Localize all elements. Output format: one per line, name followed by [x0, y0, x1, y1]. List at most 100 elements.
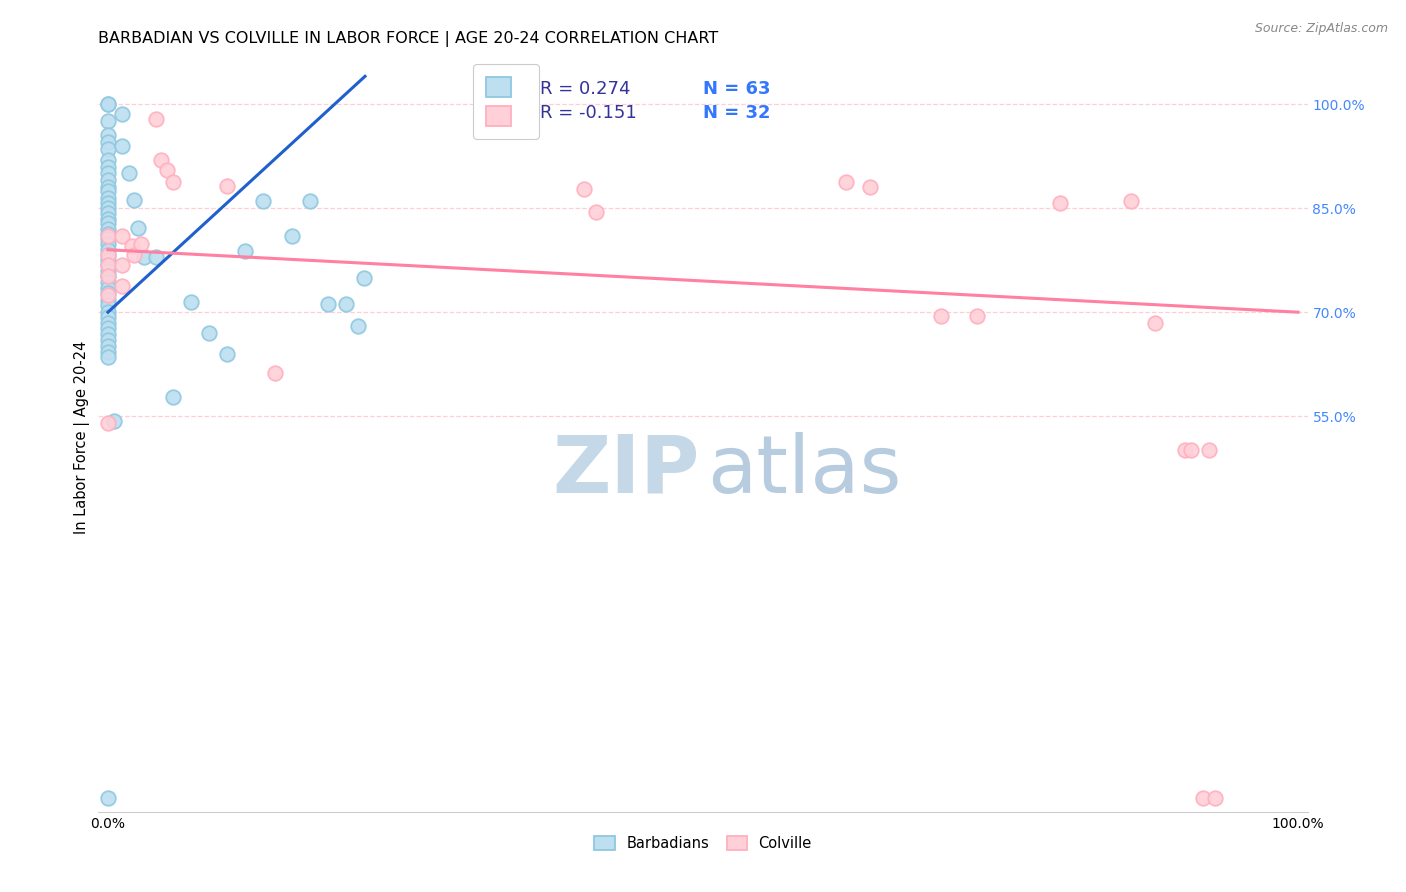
Point — [132, 250, 155, 264]
Point — [97, 232, 120, 246]
Point — [97, 160, 120, 174]
Point — [111, 258, 134, 272]
Point — [1121, 194, 1143, 209]
Point — [966, 309, 988, 323]
Point — [97, 269, 120, 284]
Text: ZIP: ZIP — [553, 432, 699, 510]
Y-axis label: In Labor Force | Age 20-24: In Labor Force | Age 20-24 — [75, 341, 90, 533]
Point — [97, 269, 120, 284]
Point — [97, 298, 120, 312]
Point — [97, 276, 120, 290]
Point — [233, 244, 256, 259]
Point — [585, 204, 607, 219]
Point — [97, 247, 120, 261]
Point — [97, 228, 120, 243]
Point — [281, 228, 304, 243]
Point — [97, 114, 120, 128]
Point — [97, 201, 120, 215]
Point — [97, 206, 120, 220]
Point — [97, 128, 120, 143]
Point — [97, 293, 120, 307]
Point — [929, 309, 952, 323]
Point — [1192, 790, 1215, 805]
Point — [97, 97, 120, 112]
Point — [122, 248, 145, 262]
Point — [97, 416, 120, 430]
Point — [97, 97, 120, 112]
Point — [150, 153, 173, 167]
Point — [198, 326, 221, 340]
Point — [252, 194, 274, 209]
Point — [121, 239, 143, 253]
Text: atlas: atlas — [707, 432, 901, 510]
Point — [1049, 195, 1071, 210]
Point — [97, 211, 120, 226]
Text: R = 0.274: R = 0.274 — [540, 79, 630, 97]
Point — [97, 237, 120, 252]
Point — [97, 351, 120, 365]
Point — [97, 173, 120, 187]
Text: BARBADIAN VS COLVILLE IN LABOR FORCE | AGE 20-24 CORRELATION CHART: BARBADIAN VS COLVILLE IN LABOR FORCE | A… — [98, 31, 718, 47]
Point — [859, 180, 882, 194]
Point — [129, 237, 152, 252]
Point — [97, 248, 120, 262]
Point — [97, 281, 120, 295]
Point — [97, 253, 120, 268]
Point — [1204, 790, 1226, 805]
Point — [97, 288, 120, 302]
Point — [97, 790, 120, 805]
Point — [97, 263, 120, 277]
Point — [263, 366, 285, 380]
Point — [97, 333, 120, 347]
Point — [835, 175, 858, 189]
Point — [97, 153, 120, 167]
Point — [111, 138, 134, 153]
Point — [97, 327, 120, 342]
Point — [97, 286, 120, 301]
Text: Source: ZipAtlas.com: Source: ZipAtlas.com — [1254, 22, 1388, 36]
Point — [97, 180, 120, 194]
Point — [111, 278, 134, 293]
Text: N = 32: N = 32 — [703, 104, 770, 122]
Point — [127, 220, 149, 235]
Point — [97, 344, 120, 359]
Point — [1180, 442, 1202, 457]
Point — [1174, 442, 1197, 457]
Point — [299, 194, 322, 209]
Point — [97, 305, 120, 319]
Point — [335, 297, 357, 311]
Point — [572, 182, 595, 196]
Point — [97, 195, 120, 210]
Point — [97, 191, 120, 205]
Point — [145, 250, 167, 264]
Point — [97, 135, 120, 149]
Point — [97, 184, 120, 198]
Point — [162, 175, 184, 189]
Point — [97, 166, 120, 180]
Point — [97, 316, 120, 330]
Text: N = 63: N = 63 — [703, 79, 770, 97]
Point — [156, 163, 179, 178]
Point — [145, 112, 167, 127]
Point — [97, 258, 120, 272]
Point — [111, 228, 134, 243]
Point — [97, 142, 120, 156]
Point — [118, 166, 141, 180]
Point — [215, 178, 238, 193]
Point — [347, 319, 370, 334]
Point — [97, 222, 120, 236]
Point — [180, 294, 202, 309]
Point — [97, 258, 120, 272]
Point — [97, 243, 120, 257]
Point — [1144, 316, 1167, 330]
Text: R = -0.151: R = -0.151 — [540, 104, 637, 122]
Point — [97, 321, 120, 335]
Point — [97, 227, 120, 242]
Point — [215, 347, 238, 361]
Point — [97, 310, 120, 324]
Point — [316, 297, 339, 311]
Point — [97, 216, 120, 230]
Legend: Barbadians, Colville: Barbadians, Colville — [586, 829, 820, 858]
Point — [1198, 442, 1220, 457]
Point — [97, 338, 120, 352]
